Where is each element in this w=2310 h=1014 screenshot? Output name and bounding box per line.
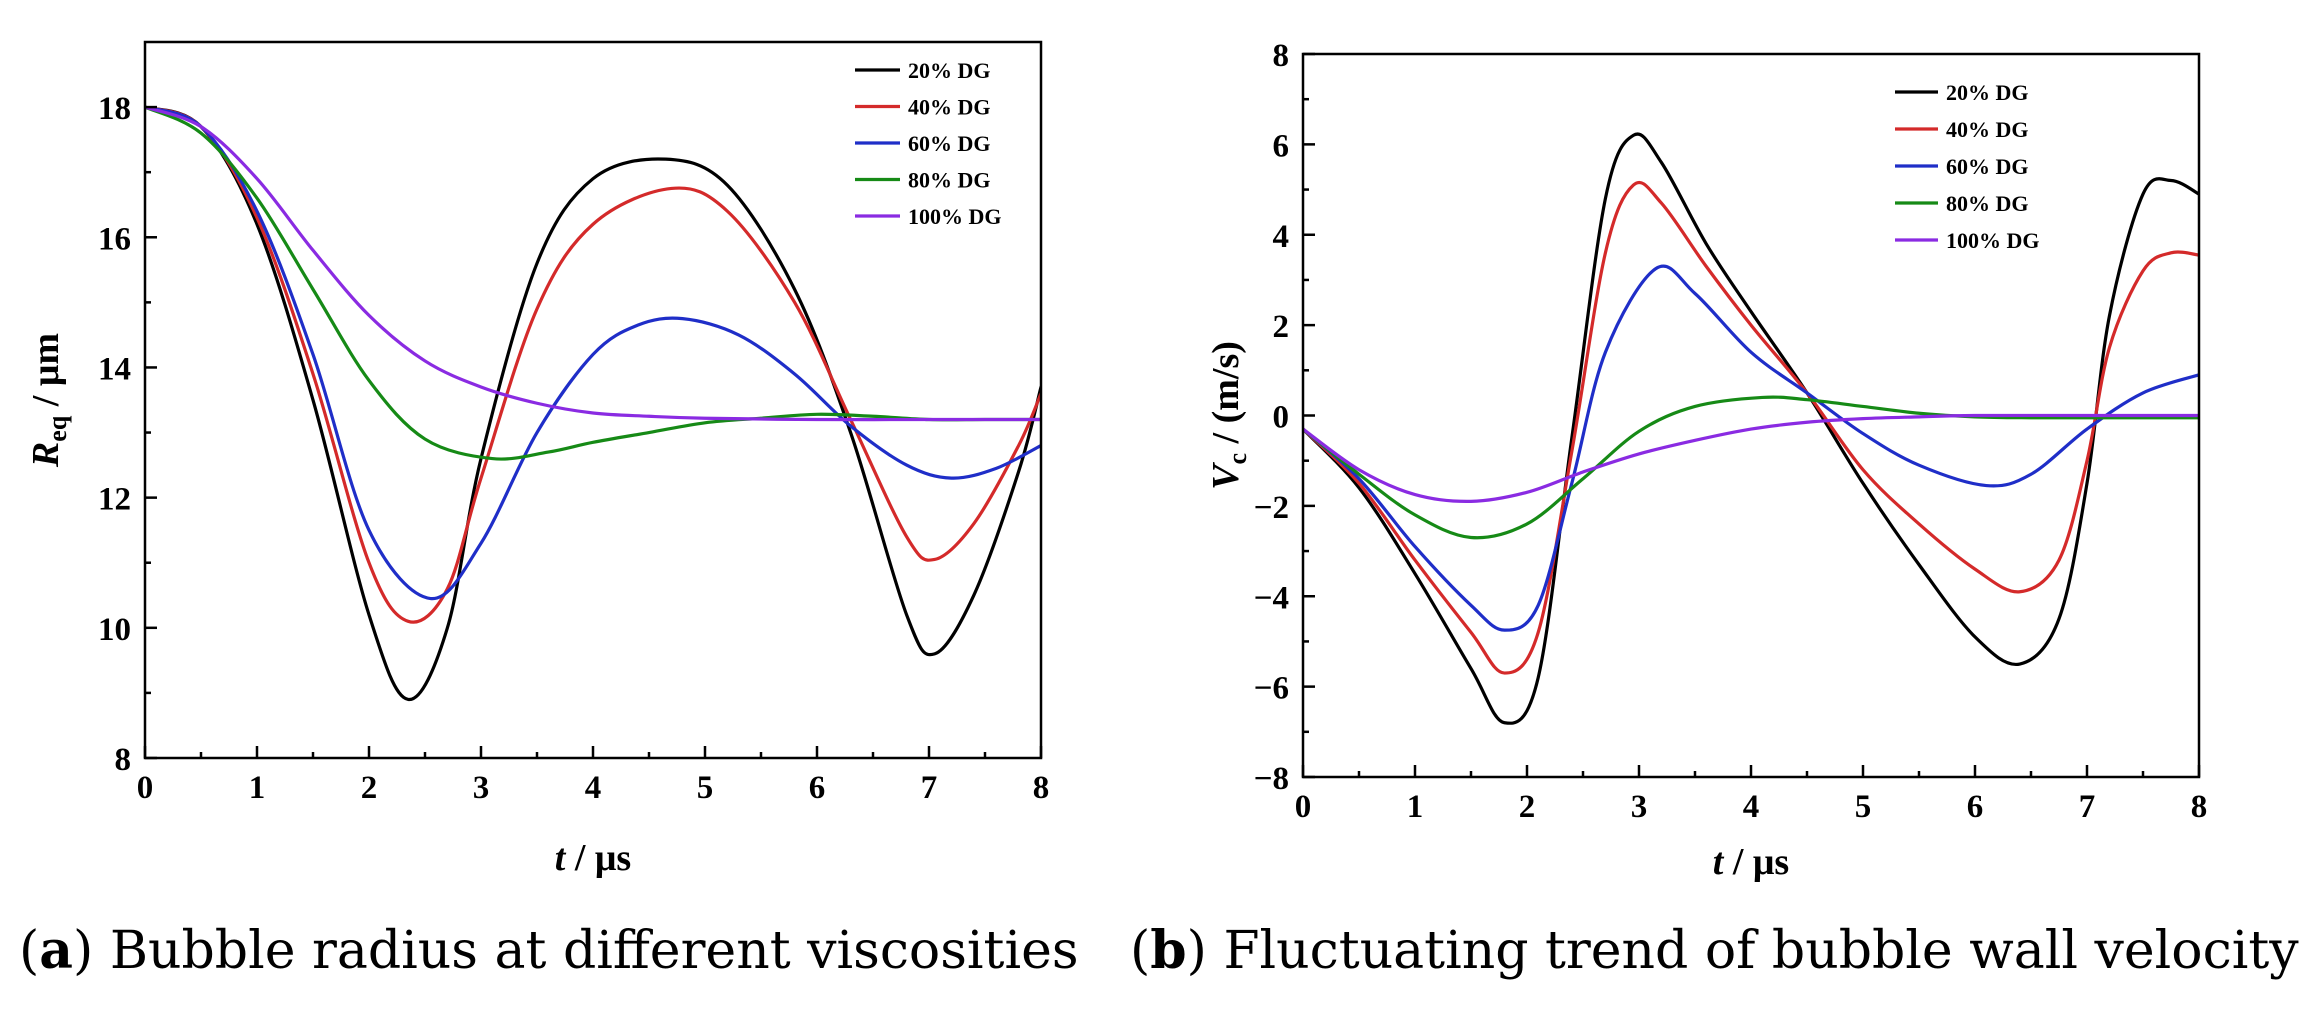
y-tick-label: 14 [98,351,131,387]
y-tick-label: −2 [1254,490,1289,526]
x-tick-label: 1 [1407,789,1424,825]
caption-letter: a [39,920,73,981]
legend-label: 20% DG [1946,80,2029,105]
legend-label: 60% DG [908,131,991,156]
y-axis-title-subscript: eq [43,415,72,442]
y-axis-title: Req / μm [25,333,72,468]
series-line-40-dg [145,105,1041,624]
y-tick-label: 8 [1273,38,1290,74]
series-group [1303,132,2199,725]
series-line-20-dg [1303,132,2199,725]
legend-label: 80% DG [908,168,991,193]
x-tick-label: 3 [473,770,490,806]
y-axis-title-unit: / μm [25,333,67,416]
y-tick-label: −4 [1254,580,1289,616]
x-axis-title-unit: / μs [565,837,631,879]
x-axis-title: t / μs [1713,841,1789,883]
legend-label: 100% DG [908,204,1002,229]
y-tick-label: 2 [1273,309,1290,345]
series-line-60-dg [145,105,1041,601]
y-tick-label: 0 [1273,400,1290,436]
y-tick-label: 16 [98,221,131,257]
y-tick-label: 6 [1273,128,1290,164]
x-tick-label: 3 [1631,789,1648,825]
y-tick-label: 4 [1273,219,1290,255]
series-line-80-dg [145,105,1041,461]
x-tick-label: 8 [2191,789,2208,825]
legend-label: 20% DG [908,58,991,83]
y-tick-label: −6 [1254,671,1289,707]
panel-caption: (a) Bubble radius at different viscositi… [19,920,1079,981]
x-tick-label: 5 [697,770,714,806]
x-axis-title: t / μs [555,837,631,879]
x-tick-label: 6 [809,770,826,806]
legend-label: 40% DG [1946,117,2029,142]
legend-label: 100% DG [1946,228,2040,253]
x-tick-label: 4 [1743,789,1760,825]
caption-text: ) Fluctuating trend of bubble wall veloc… [1187,921,2300,981]
x-tick-label: 0 [1295,789,1312,825]
x-tick-label: 4 [585,770,602,806]
x-tick-label: 0 [137,770,154,806]
series-line-20-dg [145,105,1041,702]
y-tick-label: 12 [98,482,131,518]
legend-label: 40% DG [908,95,991,120]
caption-letter: b [1150,920,1186,981]
x-tick-label: 6 [1967,789,1984,825]
legend-label: 60% DG [1946,154,2029,179]
x-tick-label: 2 [1519,789,1536,825]
x-tick-label: 7 [921,770,938,806]
y-tick-label: −8 [1254,761,1289,797]
series-line-100-dg [145,105,1041,422]
y-axis-title: Vc / (m/s) [1205,341,1252,490]
series-line-80-dg [1303,395,2199,540]
y-axis-title-symbol: V [1205,462,1247,490]
x-tick-label: 7 [2079,789,2096,825]
series-line-60-dg [1303,264,2199,632]
legend-label: 80% DG [1946,191,2029,216]
legend: 20% DG 40% DG 60% DG 80% DG 100% DG [855,58,1002,229]
y-tick-label: 10 [98,612,131,648]
series-group [145,105,1041,702]
y-axis-title-symbol: R [25,442,67,468]
x-tick-label: 1 [249,770,266,806]
x-axis-title-unit: / μs [1723,841,1789,883]
x-axis-title-symbol: t [555,837,567,879]
plot-frame [143,40,1043,760]
y-axis-title-subscript: c [1223,453,1252,465]
caption-paren-open: ( [1130,921,1150,981]
series-line-40-dg [1303,180,2199,675]
legend: 20% DG 40% DG 60% DG 80% DG 100% DG [1895,80,2040,253]
panel-caption: (b) Fluctuating trend of bubble wall vel… [1130,920,2299,981]
panel-b: 0 1 2 3 4 5 6 7 8 −8 −6 −4 −2 0 2 4 6 8 t / μs Vc / (m/s) 20… [1130,38,2299,981]
x-tick-label: 8 [1033,770,1050,806]
caption-text: ) Bubble radius at different viscosities [73,921,1079,981]
x-tick-label: 2 [361,770,378,806]
series-line-100-dg [1303,413,2199,503]
y-axis-title-unit: / (m/s) [1205,341,1247,453]
x-axis-title-symbol: t [1713,841,1725,883]
y-tick-label: 18 [98,91,131,127]
x-tick-label: 5 [1855,789,1872,825]
caption-paren-open: ( [19,921,39,981]
y-tick-label: 8 [115,742,132,778]
